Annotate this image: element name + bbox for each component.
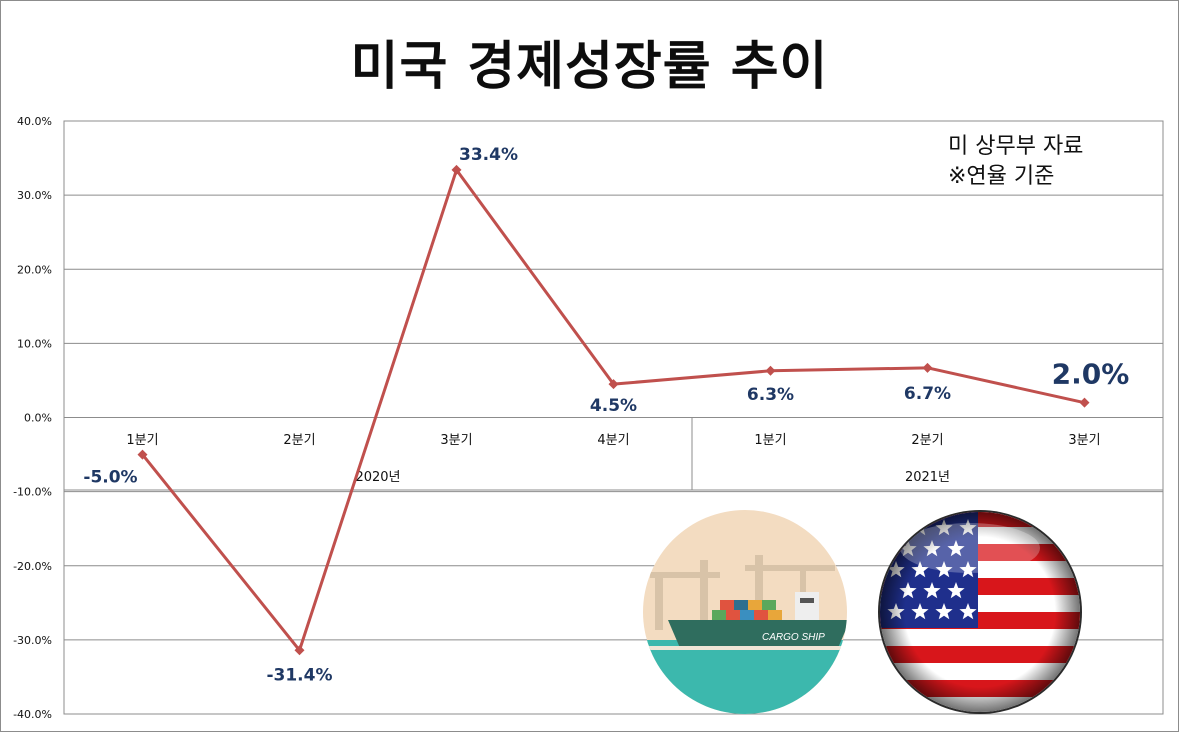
data-point-marker — [451, 164, 462, 175]
svg-text:CARGO SHIP: CARGO SHIP — [762, 632, 825, 643]
data-label: 4.5% — [590, 396, 637, 416]
us-flag-badge — [878, 510, 1082, 714]
data-label: 6.3% — [747, 385, 794, 405]
y-tick-label: -20.0% — [13, 560, 52, 573]
data-point-marker — [137, 449, 148, 460]
x-tick-label: 1분기 — [754, 433, 786, 448]
x-tick-label: 4분기 — [597, 433, 629, 448]
y-tick-label: 0.0% — [24, 412, 52, 425]
cargo-ship-illustration: CARGO SHIP — [643, 510, 847, 714]
x-tick-label: 2분기 — [911, 433, 943, 448]
x-tick-label: 2분기 — [283, 433, 315, 448]
source-note: 미 상무부 자료 — [948, 134, 1084, 159]
y-tick-label: 30.0% — [17, 189, 52, 202]
data-point-marker — [608, 379, 619, 390]
data-point-marker — [922, 362, 933, 373]
y-tick-label: 40.0% — [17, 115, 52, 128]
y-tick-label: 10.0% — [17, 337, 52, 350]
data-label: 2.0% — [1052, 358, 1130, 391]
y-tick-label: -40.0% — [13, 708, 52, 721]
group-label: 2021년 — [905, 470, 950, 485]
data-label: -31.4% — [266, 665, 332, 685]
data-point-marker — [765, 365, 776, 376]
data-label: 6.7% — [904, 384, 951, 404]
data-point-marker — [294, 645, 305, 656]
data-label: 33.4% — [459, 145, 518, 165]
flag-star — [887, 519, 905, 536]
x-tick-label: 1분기 — [126, 433, 158, 448]
data-label: -5.0% — [83, 468, 137, 488]
basis-note: ※연율 기준 — [948, 164, 1055, 189]
y-tick-label: -30.0% — [13, 634, 52, 647]
group-label: 2020년 — [355, 470, 400, 485]
y-tick-label: 20.0% — [17, 263, 52, 276]
y-tick-label: -10.0% — [13, 486, 52, 499]
x-tick-label: 3분기 — [440, 433, 472, 448]
chart-title: 미국 경제성장률 추이 — [350, 37, 829, 97]
data-point-marker — [1079, 397, 1090, 408]
x-tick-label: 3분기 — [1068, 433, 1100, 448]
